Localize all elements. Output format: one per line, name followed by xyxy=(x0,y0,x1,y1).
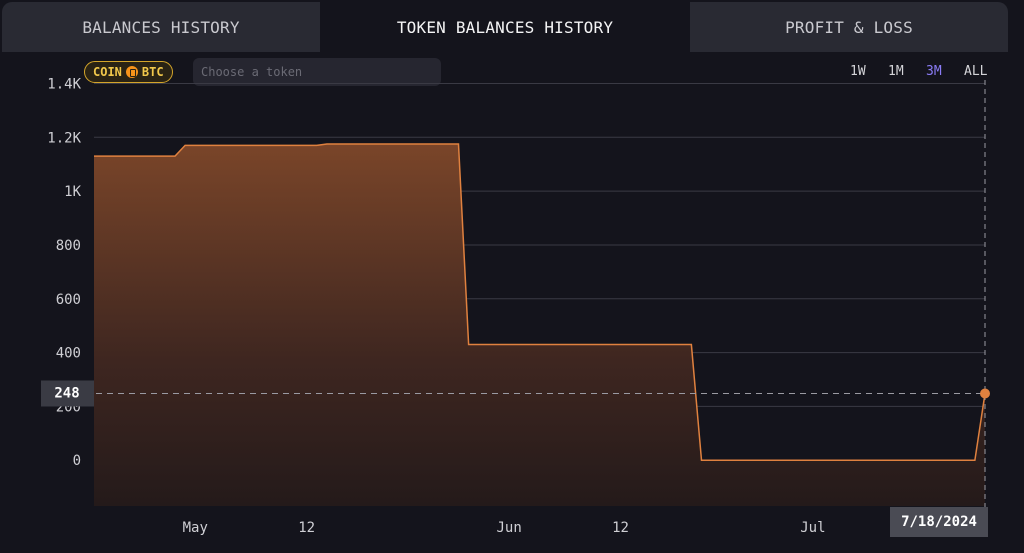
tab-profit-loss[interactable]: PROFIT & LOSS xyxy=(690,2,1008,52)
tab-token-balances-history[interactable]: TOKEN BALANCES HISTORY xyxy=(320,2,690,52)
range-all-button[interactable]: ALL xyxy=(964,64,988,79)
chip-coin-label: COIN xyxy=(93,65,122,79)
y-tick-label: 400 xyxy=(56,346,81,362)
bitcoin-icon xyxy=(125,66,138,78)
cursor-value-badge: 248 xyxy=(41,380,94,407)
chip-token-label: BTC xyxy=(141,65,164,79)
y-tick-label: 800 xyxy=(56,238,81,254)
tab-balances-history[interactable]: BALANCES HISTORY xyxy=(2,2,320,52)
highlight-point xyxy=(980,388,990,399)
x-tick-label: 12 xyxy=(612,520,629,536)
cursor-value-label: 248 xyxy=(54,386,79,402)
y-tick-label: 1.2K xyxy=(47,130,81,146)
range-1m-button[interactable]: 1M xyxy=(888,64,904,79)
x-tick-label: 12 xyxy=(298,520,315,536)
token-chip[interactable]: COIN BTC xyxy=(84,61,173,83)
balance-area xyxy=(94,144,985,507)
balance-line xyxy=(94,143,986,461)
cursor-date-label: 7/18/2024 xyxy=(901,514,977,530)
tab-bar: BALANCES HISTORY TOKEN BALANCES HISTORY … xyxy=(2,2,1008,52)
x-tick-label: Jun xyxy=(496,520,521,536)
token-search-input[interactable] xyxy=(193,58,441,86)
cursor-date-badge: 7/18/2024 xyxy=(890,507,988,537)
x-tick-label: May xyxy=(183,520,208,536)
y-tick-label: 1.4K xyxy=(47,76,81,92)
range-1w-button[interactable]: 1W xyxy=(850,64,866,79)
range-3m-button[interactable]: 3M xyxy=(926,64,942,79)
x-tick-label: Jul xyxy=(800,520,825,536)
y-tick-label: 1K xyxy=(64,184,81,200)
y-tick-label: 600 xyxy=(56,292,81,308)
y-tick-label: 0 xyxy=(73,453,81,469)
